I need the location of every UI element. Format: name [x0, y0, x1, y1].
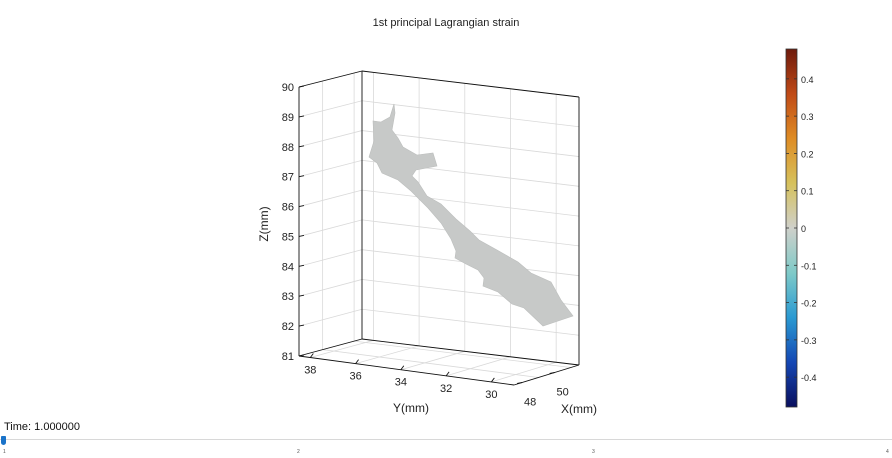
- colorbar-tick-label: 0.4: [801, 75, 814, 85]
- grid-line: [298, 308, 363, 327]
- y-tick-label: 36: [349, 371, 361, 383]
- grid-line: [361, 130, 580, 157]
- grid-line: [322, 349, 539, 378]
- time-tick: 3: [592, 449, 595, 455]
- time-slider-thumb[interactable]: [1, 436, 6, 445]
- z-tick-mark: [298, 354, 305, 357]
- time-tick: 1: [3, 449, 6, 455]
- z-tick-mark: [298, 175, 305, 178]
- box-edge: [298, 355, 515, 386]
- colorbar-tick-label: 0.2: [801, 149, 814, 159]
- y-tick-mark: [445, 371, 450, 377]
- z-tick-label: 87: [282, 172, 294, 184]
- z-tick-label: 89: [282, 112, 294, 124]
- y-tick-label: 34: [395, 377, 407, 389]
- y-tick-label: 38: [304, 365, 316, 377]
- grid-line: [298, 279, 363, 297]
- grid-line: [298, 100, 363, 118]
- y-tick-label: 30: [485, 389, 497, 401]
- x-tick-mark: [549, 372, 555, 374]
- grid-line: [298, 249, 363, 267]
- z-tick-mark: [298, 85, 305, 88]
- chart-title: 1st principal Lagrangian strain: [372, 17, 520, 29]
- z-tick-mark: [298, 294, 305, 297]
- time-readout: Time: 1.000000: [4, 421, 81, 433]
- y-tick-mark: [355, 359, 359, 364]
- y-tick-label: 32: [440, 383, 452, 395]
- box-edge: [298, 338, 363, 357]
- grid-line: [445, 356, 511, 377]
- grid-line: [310, 339, 374, 358]
- box-edge: [361, 338, 580, 366]
- z-tick-label: 85: [282, 231, 294, 243]
- z-axis-label: Z(mm): [257, 206, 271, 241]
- grid-line: [298, 189, 363, 207]
- y-axis-ticks: 38 36 34 32 30: [304, 353, 497, 401]
- z-tick-label: 83: [282, 291, 294, 303]
- time-tick: 2: [297, 449, 300, 455]
- axis-grid: [298, 70, 580, 383]
- x-axis-label: X(mm): [561, 402, 597, 416]
- y-tick-mark: [491, 377, 495, 383]
- grid-line: [355, 345, 420, 365]
- time-slider[interactable]: 1 2 3 4: [0, 436, 892, 458]
- grid-line: [298, 219, 363, 237]
- grid-line: [298, 159, 363, 178]
- x-tick-label: 48: [524, 397, 536, 409]
- grid-line: [400, 350, 465, 371]
- colorbar-tick-label: -0.4: [801, 373, 817, 383]
- z-tick-mark: [298, 324, 305, 327]
- colorbar-tick-label: -0.2: [801, 299, 817, 309]
- x-tick-mark: [517, 382, 523, 384]
- grid-line: [298, 130, 363, 148]
- time-tick: 4: [886, 449, 889, 455]
- grid-line: [491, 361, 557, 383]
- box-edge: [513, 364, 580, 386]
- colorbar-tick-label: -0.1: [801, 261, 817, 271]
- z-tick-label: 82: [282, 321, 294, 333]
- colorbar-ticks: 0.4 0.3 0.2 0.1 0 -0.1 -0.2 -0.3 -0.4: [786, 75, 817, 383]
- z-tick-mark: [298, 264, 305, 267]
- colorbar-tick-label: 0: [801, 224, 806, 234]
- z-tick-label: 81: [282, 351, 294, 363]
- x-tick-label: 50: [557, 387, 569, 399]
- y-tick-mark: [309, 353, 314, 358]
- z-tick-label: 86: [282, 202, 294, 214]
- z-tick-mark: [298, 205, 305, 207]
- y-axis-label: Y(mm): [393, 401, 429, 415]
- grid-line: [354, 340, 571, 368]
- axis-box: [298, 70, 580, 386]
- strain-surface: [368, 103, 574, 327]
- grid-line: [361, 100, 580, 128]
- box-edge: [361, 70, 580, 98]
- box-edge: [298, 70, 363, 88]
- colorbar-tick-label: 0.1: [801, 187, 814, 197]
- colorbar-tick-label: -0.3: [801, 336, 817, 346]
- grid-line: [361, 189, 580, 217]
- colorbar-tick-label: 0.3: [801, 112, 814, 122]
- z-tick-label: 88: [282, 142, 294, 154]
- z-tick-mark: [298, 115, 305, 118]
- z-tick-mark: [298, 235, 305, 237]
- time-slider-track: [0, 439, 892, 440]
- z-tick-label: 90: [282, 82, 294, 94]
- y-tick-mark: [400, 365, 405, 371]
- z-tick-mark: [298, 145, 305, 148]
- z-axis-ticks: 81 82 83 84 85 86 87 88 89 90: [282, 82, 305, 363]
- colorbar: 0.4 0.3 0.2 0.1 0 -0.1 -0.2 -0.3 -0.4: [785, 48, 817, 408]
- x-axis-ticks: 48 50: [517, 372, 569, 409]
- surface-mesh: [368, 103, 574, 327]
- grid-line: [361, 308, 580, 336]
- z-tick-label: 84: [282, 261, 294, 273]
